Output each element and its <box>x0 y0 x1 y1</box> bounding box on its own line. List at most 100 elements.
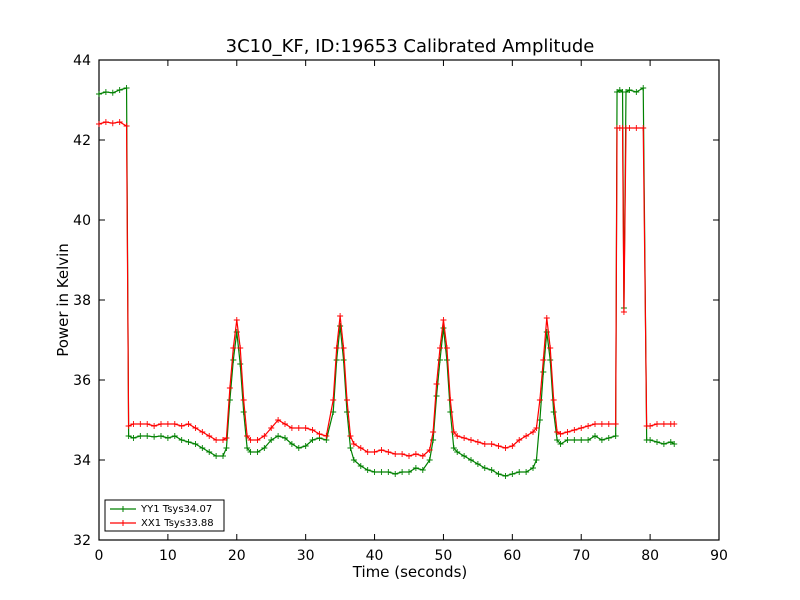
x-tick-label: 10 <box>159 548 177 564</box>
data-point-yy1 <box>333 357 340 363</box>
data-point-yy1 <box>437 357 443 363</box>
data-point-xx1 <box>488 441 495 447</box>
data-point-yy1 <box>302 443 309 449</box>
data-point-yy1 <box>116 87 123 93</box>
data-point-xx1 <box>302 425 309 431</box>
data-point-yy1 <box>223 445 230 451</box>
data-point-yy1 <box>550 409 557 415</box>
data-point-xx1 <box>144 421 151 427</box>
legend-box <box>104 499 225 532</box>
data-point-yy1 <box>502 473 509 479</box>
data-point-xx1 <box>598 421 605 427</box>
data-point-xx1 <box>371 449 378 455</box>
data-point-xx1 <box>350 441 357 447</box>
data-point-yy1 <box>96 91 102 97</box>
data-point-xx1 <box>220 437 226 443</box>
data-point-yy1 <box>164 435 171 441</box>
data-point-yy1 <box>530 465 536 471</box>
data-point-xx1 <box>605 421 612 427</box>
data-point-yy1 <box>158 433 164 439</box>
data-point-yy1 <box>295 445 302 451</box>
y-axis-label: Power in Kelvin <box>54 243 72 357</box>
data-point-xx1 <box>620 309 627 315</box>
data-point-xx1 <box>151 423 158 429</box>
data-point-yy1 <box>647 437 654 443</box>
data-point-xx1 <box>96 121 102 127</box>
data-point-yy1 <box>626 87 633 93</box>
data-point-xx1 <box>230 345 237 351</box>
data-point-yy1 <box>275 433 282 439</box>
data-point-yy1 <box>178 437 185 443</box>
data-point-xx1 <box>357 445 364 451</box>
data-point-xx1 <box>495 443 502 449</box>
data-point-xx1 <box>437 345 443 351</box>
data-point-xx1 <box>523 433 530 439</box>
data-point-xx1 <box>447 397 454 403</box>
data-point-xx1 <box>547 345 554 351</box>
data-point-xx1 <box>330 397 337 403</box>
data-point-yy1 <box>109 89 116 96</box>
data-point-yy1 <box>654 439 660 445</box>
data-point-yy1 <box>378 469 385 475</box>
data-point-yy1 <box>523 469 530 475</box>
data-point-yy1 <box>585 437 592 443</box>
data-point-yy1 <box>254 449 261 455</box>
data-point-xx1 <box>461 435 468 441</box>
data-point-yy1 <box>185 439 192 445</box>
data-point-yy1 <box>364 467 371 473</box>
data-point-xx1 <box>340 345 347 351</box>
data-point-yy1 <box>247 449 254 455</box>
data-point-yy1 <box>282 435 288 441</box>
data-point-xx1 <box>647 423 654 429</box>
legend: YY1 Tsys34.07 XX1 Tsys33.88 <box>104 499 225 532</box>
data-point-yy1 <box>244 445 251 451</box>
data-point-yy1 <box>440 325 447 331</box>
data-point-yy1 <box>412 465 419 471</box>
data-point-yy1 <box>509 471 516 477</box>
data-point-xx1 <box>592 421 598 427</box>
data-point-yy1 <box>357 463 364 469</box>
data-point-xx1 <box>385 449 392 455</box>
data-point-yy1 <box>461 453 468 459</box>
data-point-yy1 <box>481 465 488 471</box>
x-axis-label: Time (seconds) <box>352 563 468 581</box>
data-point-xx1 <box>261 433 268 439</box>
data-point-yy1 <box>488 467 495 473</box>
data-point-yy1 <box>447 409 454 415</box>
data-point-yy1 <box>192 441 199 447</box>
data-point-yy1 <box>660 441 667 447</box>
data-point-yy1 <box>261 445 268 451</box>
data-point-yy1 <box>288 441 295 447</box>
data-point-yy1 <box>344 409 350 415</box>
data-point-yy1 <box>495 471 502 477</box>
data-point-xx1 <box>309 427 316 433</box>
y-tick-label: 36 <box>73 373 91 389</box>
data-point-yy1 <box>598 437 605 443</box>
data-point-xx1 <box>378 447 385 453</box>
data-point-yy1 <box>230 357 237 363</box>
data-point-xx1 <box>533 425 540 431</box>
data-point-xx1 <box>550 397 557 403</box>
x-tick-label: 90 <box>710 548 728 564</box>
data-point-yy1 <box>399 469 406 475</box>
data-point-yy1 <box>125 433 132 439</box>
data-point-xx1 <box>440 317 447 323</box>
data-point-yy1 <box>385 469 392 475</box>
data-point-yy1 <box>226 397 233 403</box>
data-point-xx1 <box>502 445 509 451</box>
data-point-yy1 <box>516 469 523 475</box>
data-point-xx1 <box>123 123 130 129</box>
data-point-yy1 <box>443 357 450 363</box>
data-point-yy1 <box>454 449 461 455</box>
data-point-yy1 <box>667 439 674 445</box>
data-point-yy1 <box>419 467 426 473</box>
y-tick-label: 40 <box>73 213 91 229</box>
data-point-xx1 <box>426 447 433 453</box>
data-point-xx1 <box>509 443 516 449</box>
data-point-xx1 <box>530 429 536 435</box>
data-point-xx1 <box>158 421 164 427</box>
data-point-xx1 <box>233 317 240 323</box>
data-point-xx1 <box>254 437 261 443</box>
